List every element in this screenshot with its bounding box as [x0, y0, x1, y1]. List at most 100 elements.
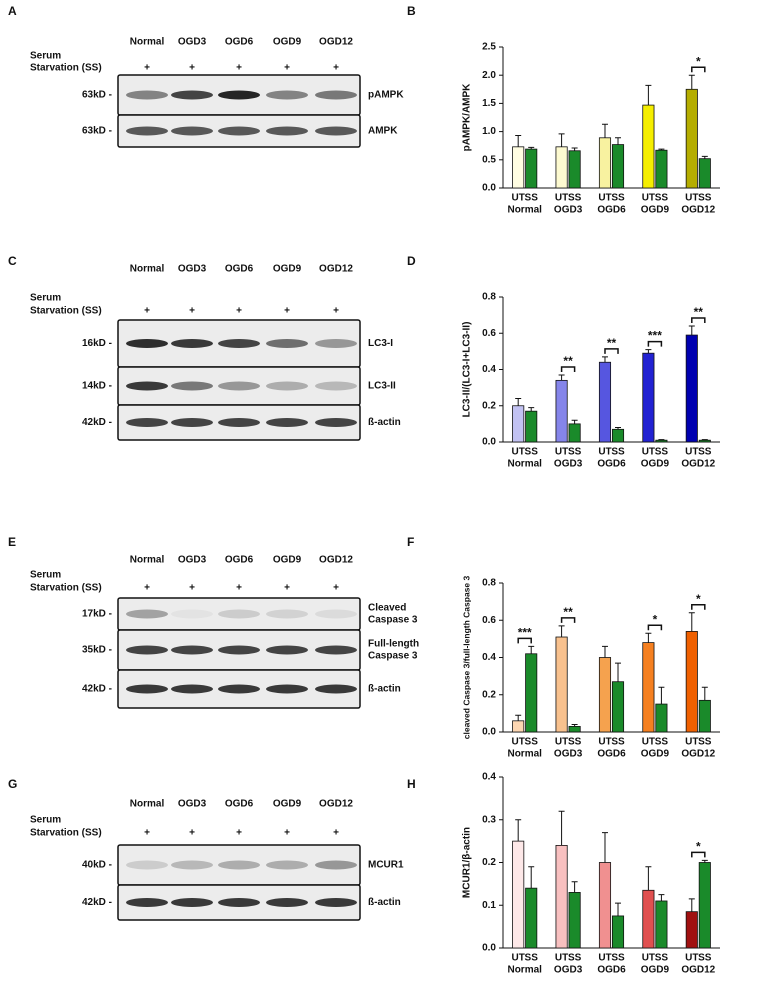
series-label: UT: [598, 953, 611, 964]
x-tick-label: Normal: [507, 749, 542, 760]
y-axis-label: pAMPK/AMPK: [462, 83, 473, 152]
significance-mark: **: [563, 605, 573, 619]
y-tick-label: 0.8: [482, 292, 496, 303]
bar: [568, 423, 581, 443]
significance-mark: ***: [518, 625, 532, 639]
series-label: SS: [568, 737, 582, 748]
x-tick-label: OGD12: [681, 965, 715, 976]
treatment-mark: +: [236, 583, 242, 594]
error-bar: [601, 356, 608, 363]
series-label: UT: [642, 737, 655, 748]
series-label: SS: [698, 447, 712, 458]
panel-letter: C: [8, 254, 17, 268]
band: [218, 339, 260, 348]
band: [315, 609, 357, 619]
series-label: UT: [642, 193, 655, 204]
significance-mark: *: [696, 54, 701, 68]
band: [171, 339, 213, 348]
band: [126, 898, 168, 907]
protein-label: ß-actin: [368, 417, 401, 428]
series-label: SS: [611, 737, 625, 748]
treatment-mark: +: [236, 63, 242, 74]
error-bar: [515, 135, 522, 147]
bar: [555, 146, 568, 189]
series-label: SS: [568, 447, 582, 458]
significance-bracket: [691, 317, 706, 323]
series-label: UT: [598, 193, 611, 204]
series-label: SS: [655, 953, 669, 964]
size-label: 16kD -: [82, 338, 112, 349]
significance-bracket: [560, 366, 576, 372]
band: [315, 90, 357, 100]
band: [218, 381, 260, 391]
band: [126, 860, 168, 870]
significance-bracket: [691, 851, 706, 858]
series-label: SS: [525, 953, 539, 964]
error-bar: [688, 898, 695, 912]
band: [126, 609, 168, 619]
significance-bracket: [560, 617, 576, 623]
significance-mark: *: [696, 840, 701, 854]
significance-mark: *: [696, 592, 701, 606]
lane-label: Normal: [130, 799, 165, 810]
lane-label: OGD12: [319, 37, 353, 48]
band: [266, 381, 308, 391]
protein-label: LC3-II: [368, 381, 396, 392]
lane-label: OGD12: [319, 799, 353, 810]
bar: [555, 379, 568, 443]
bar: [642, 352, 655, 443]
size-label: 42kD -: [82, 684, 112, 695]
x-tick-label: Normal: [507, 459, 542, 470]
x-tick-label: OGD3: [554, 205, 583, 216]
band: [171, 860, 213, 870]
significance-mark: **: [694, 305, 704, 319]
treatment-label: Starvation (SS): [30, 583, 102, 594]
bar: [655, 149, 668, 189]
error-bar: [701, 439, 708, 441]
band: [171, 126, 213, 136]
error-bar: [515, 398, 522, 406]
significance-mark: **: [607, 336, 617, 350]
error-bar: [528, 407, 535, 412]
bar: [525, 148, 538, 189]
bar: [611, 915, 625, 949]
band: [315, 381, 357, 391]
error-bar: [658, 686, 665, 705]
treatment-mark: +: [284, 306, 290, 317]
band: [315, 339, 357, 348]
series-label: UT: [685, 447, 698, 458]
x-tick-label: OGD12: [681, 205, 715, 216]
error-bar: [558, 374, 565, 381]
x-tick-label: OGD3: [554, 459, 583, 470]
error-bar: [701, 155, 708, 159]
band: [126, 126, 168, 136]
band: [218, 684, 260, 694]
panel-letter: E: [8, 535, 16, 549]
treatment-mark: +: [333, 828, 339, 839]
band: [315, 684, 357, 694]
error-bar: [645, 84, 652, 106]
error-bar: [571, 881, 578, 893]
protein-label: Caspase 3: [368, 651, 418, 662]
band: [126, 90, 168, 100]
y-tick-label: 2.5: [482, 42, 496, 53]
series-label: SS: [568, 953, 582, 964]
band: [315, 418, 357, 427]
series-label: SS: [655, 737, 669, 748]
treatment-mark: +: [189, 828, 195, 839]
lane-label: OGD3: [178, 799, 207, 810]
band: [171, 609, 213, 619]
series-label: SS: [698, 193, 712, 204]
size-label: 63kD -: [82, 90, 112, 101]
series-label: UT: [512, 193, 525, 204]
lane-label: OGD9: [273, 555, 302, 566]
bar: [555, 845, 568, 949]
bar: [685, 88, 698, 189]
y-tick-label: 0.8: [482, 578, 496, 589]
bar: [698, 862, 711, 949]
band: [171, 381, 213, 391]
error-bar: [528, 645, 535, 654]
lane-label: OGD9: [273, 264, 302, 275]
band: [171, 90, 213, 100]
x-tick-label: Normal: [507, 205, 542, 216]
